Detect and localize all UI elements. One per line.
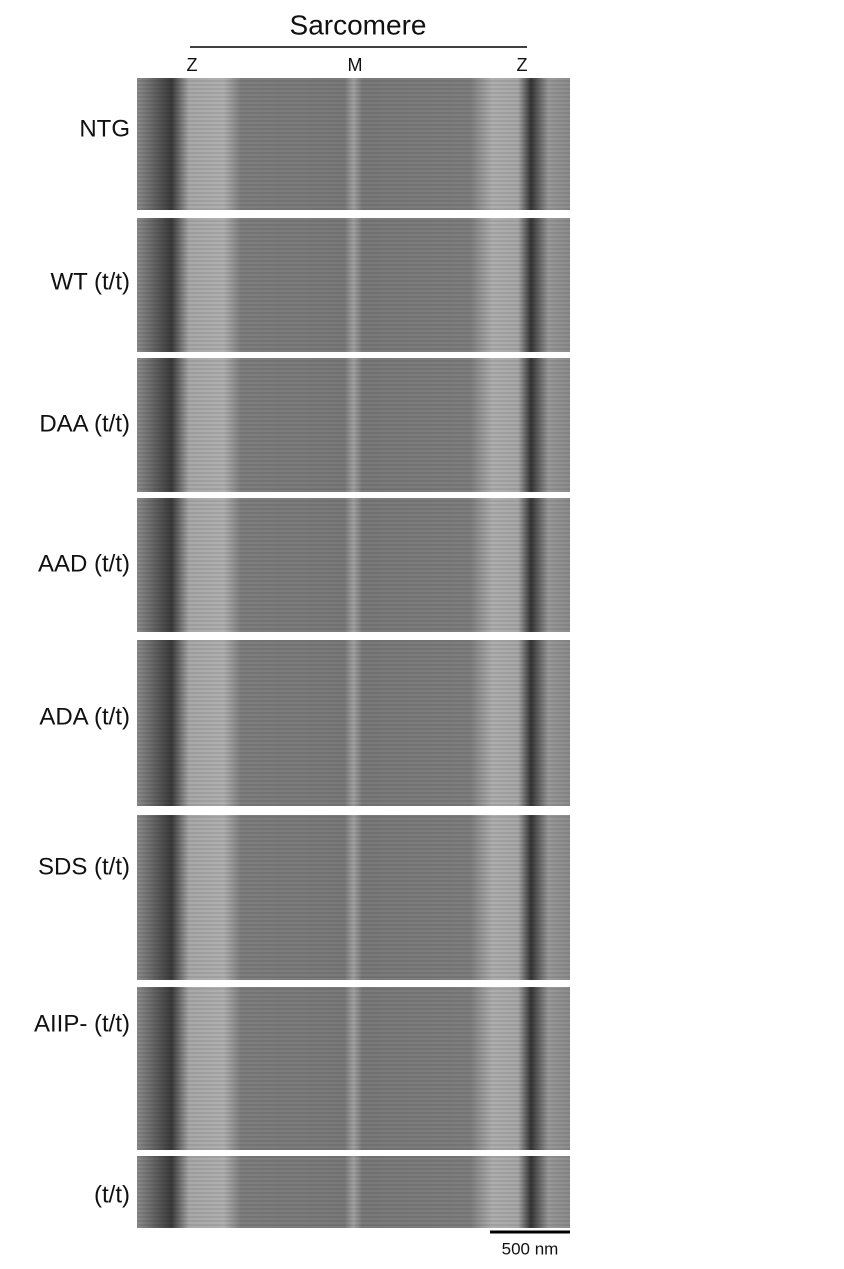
em-texture [137,358,570,492]
sarcomere-title: Sarcomere [290,9,427,40]
em-texture [137,987,570,1150]
row-label: WT (t/t) [50,268,130,295]
em-texture [137,640,570,806]
m-label: M [348,55,363,75]
row-label: AIIP- (t/t) [34,1010,130,1037]
em-texture [137,78,570,210]
em-texture [137,815,570,980]
z-label: Z [517,55,528,75]
row-label: DAA (t/t) [39,410,130,437]
row-label: SDS (t/t) [38,853,130,880]
em-texture [137,1156,570,1228]
row-label: NTG [79,115,130,142]
row-label: ADA (t/t) [39,703,130,730]
scale-label: 500 nm [502,1239,559,1258]
em-texture [137,498,570,632]
em-texture [137,218,570,352]
row-label: (t/t) [94,1181,130,1208]
row-label: AAD (t/t) [38,550,130,577]
z-label: Z [187,55,198,75]
